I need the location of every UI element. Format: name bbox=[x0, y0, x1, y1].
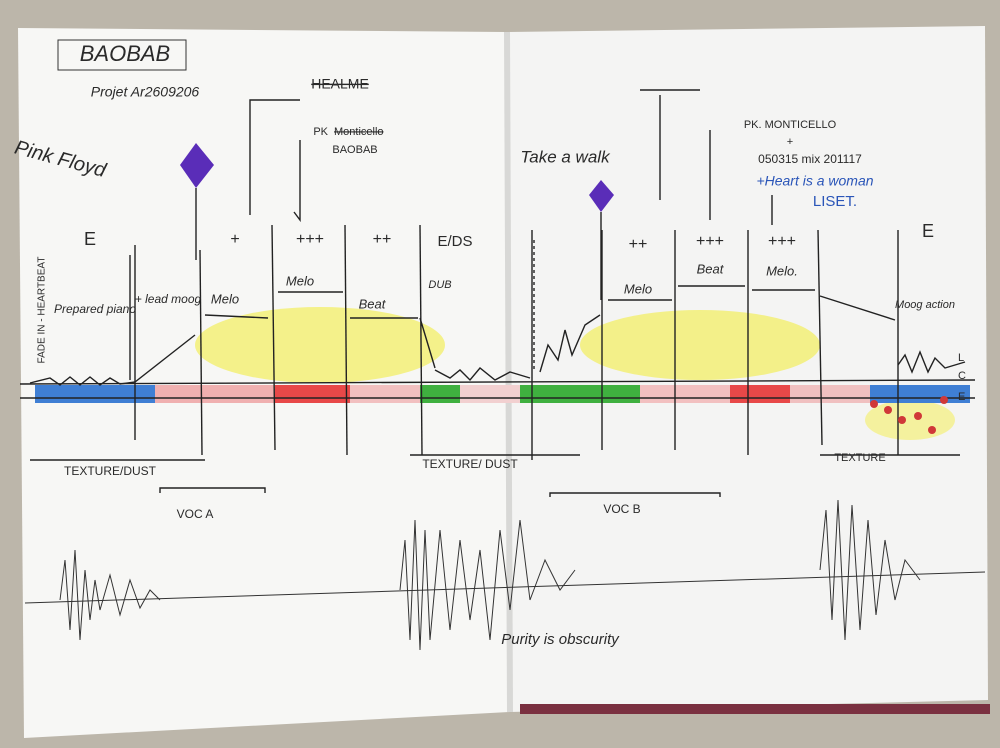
book-cover bbox=[520, 704, 990, 714]
level: C bbox=[958, 370, 966, 382]
marker: +++ bbox=[768, 233, 796, 250]
diamond bbox=[589, 180, 614, 212]
spine bbox=[504, 31, 513, 713]
plus: + bbox=[787, 136, 793, 148]
voc: VOC B bbox=[603, 502, 640, 516]
haze bbox=[580, 310, 820, 380]
section: Melo bbox=[211, 291, 239, 306]
section: Melo. bbox=[766, 263, 798, 278]
color-strip bbox=[35, 385, 970, 403]
marker: +++ bbox=[696, 233, 724, 250]
subtitle: Projet Ar2609206 bbox=[91, 84, 200, 100]
section: DUB bbox=[428, 279, 451, 291]
marker: + bbox=[230, 231, 239, 248]
section: Melo bbox=[286, 273, 314, 288]
pk-struck: Monticello bbox=[334, 126, 384, 138]
waveform bbox=[24, 499, 986, 651]
haze bbox=[865, 400, 955, 440]
fade-label: FADE IN - HEARTBEAT bbox=[37, 257, 48, 364]
moog: Moog action bbox=[895, 299, 955, 311]
pk-title: BAOBAB bbox=[332, 144, 377, 156]
section: Beat bbox=[359, 296, 387, 311]
mix: 050315 mix 201117 bbox=[758, 152, 862, 166]
section: Beat bbox=[697, 261, 725, 276]
timeline bbox=[19, 379, 976, 385]
texture: TEXTURE/DUST bbox=[64, 464, 157, 478]
level: L bbox=[958, 352, 964, 364]
marker: E bbox=[922, 221, 934, 241]
marker: +++ bbox=[296, 231, 324, 248]
liset: LISET. bbox=[813, 193, 857, 210]
diamond bbox=[180, 143, 214, 188]
level: E bbox=[958, 391, 965, 403]
struck-note: HEALME bbox=[311, 76, 369, 92]
haze bbox=[195, 307, 445, 383]
pk: PK bbox=[313, 126, 328, 138]
dividers bbox=[134, 224, 899, 460]
marker: E/DS bbox=[437, 233, 472, 250]
texture: TEXTURE/ DUST bbox=[422, 457, 518, 471]
title-box bbox=[57, 39, 187, 71]
section: Melo bbox=[624, 281, 652, 296]
title: BAOBAB bbox=[80, 41, 170, 66]
heart: +Heart is a woman bbox=[756, 173, 873, 189]
voc: VOC A bbox=[177, 507, 214, 521]
drops bbox=[870, 396, 948, 434]
texture: TEXTURE bbox=[834, 452, 885, 464]
quote: Purity is obscurity bbox=[501, 631, 620, 648]
lead: + lead moog bbox=[135, 292, 202, 306]
marker: E bbox=[84, 229, 96, 249]
annotations bbox=[29, 89, 966, 497]
pk: PK. MONTICELLO bbox=[744, 119, 837, 131]
marker: ++ bbox=[629, 236, 648, 253]
marker: ++ bbox=[373, 231, 392, 248]
take-walk: Take a walk bbox=[520, 147, 611, 166]
prepared: Prepared piano bbox=[54, 302, 136, 316]
